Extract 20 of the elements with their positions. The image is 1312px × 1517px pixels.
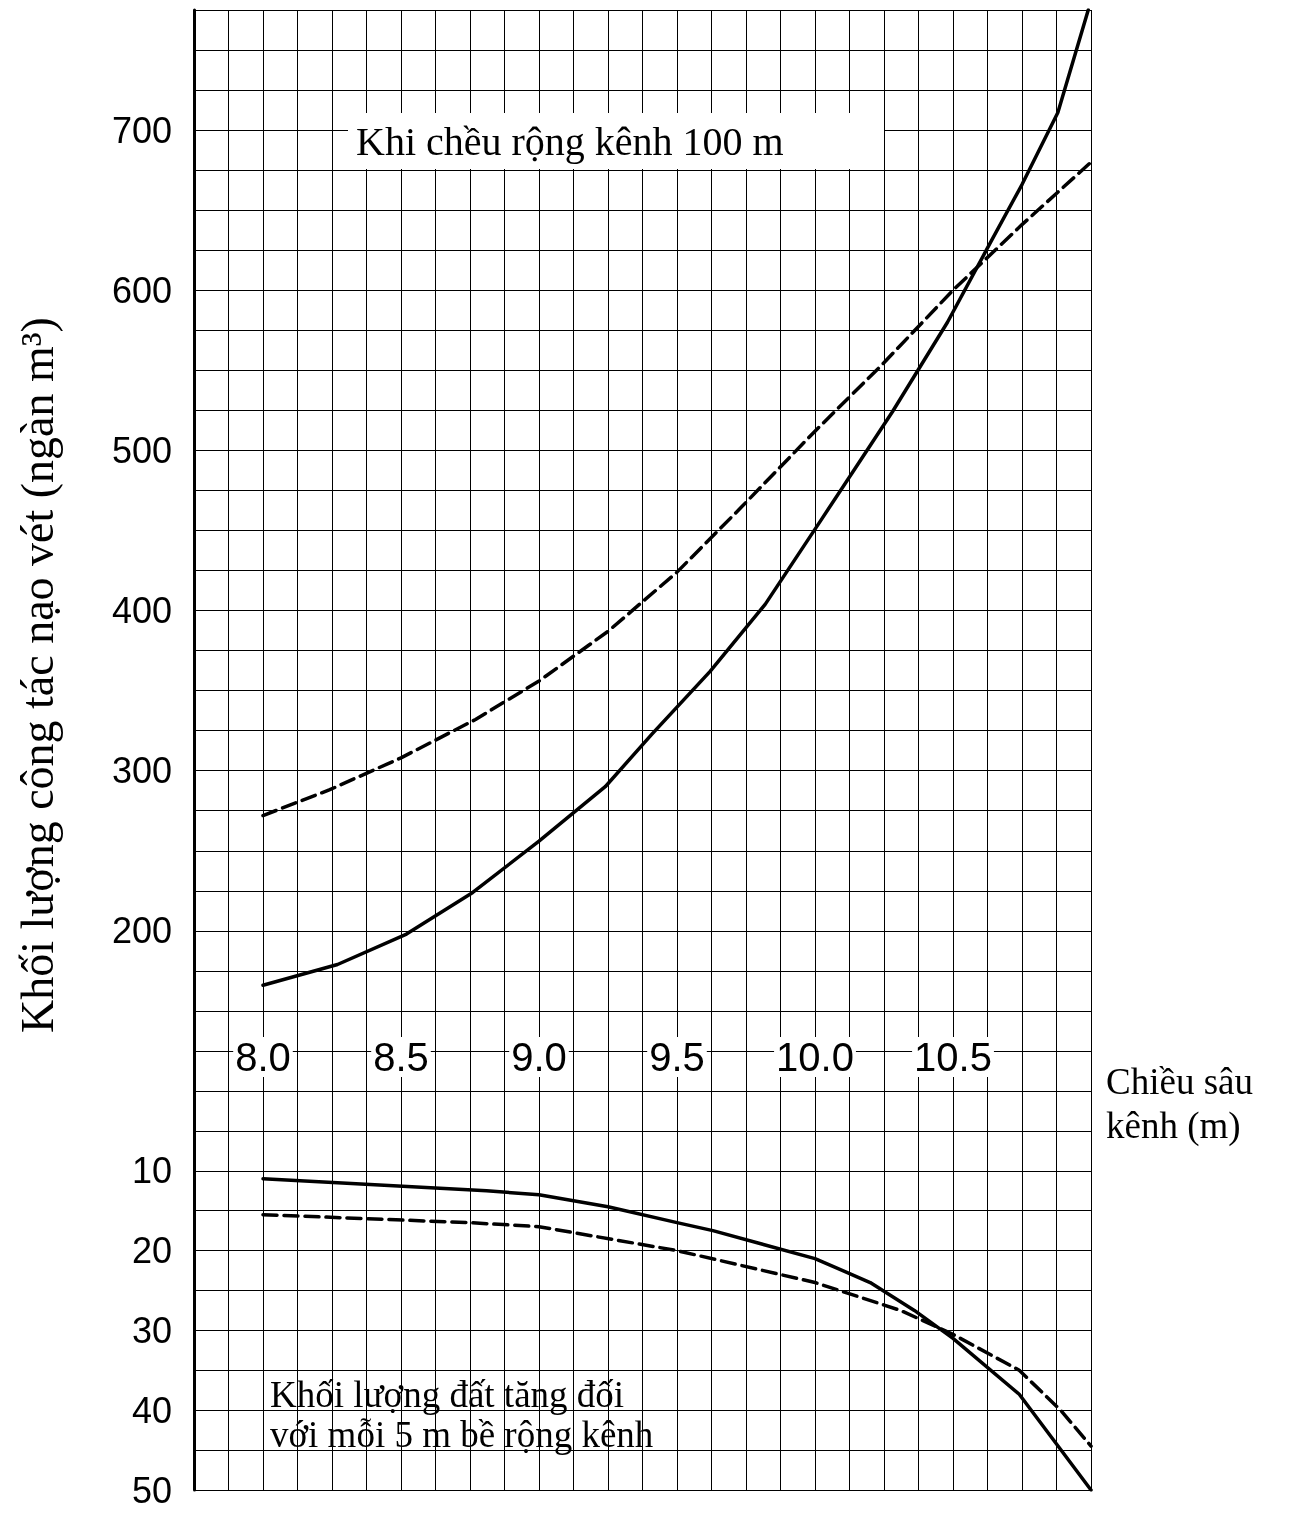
x-tick-label: 8.5 [373, 1035, 429, 1079]
x-tick-label: 9.5 [649, 1035, 705, 1079]
y-tick-label: 500 [111, 429, 172, 471]
x-tick-label: 9.0 [511, 1035, 567, 1079]
x-tick-label: 8.0 [235, 1035, 291, 1079]
y-tick-label: 300 [111, 750, 172, 792]
y-tick-label: 10 [131, 1150, 172, 1192]
x-axis-title: Chiều sâu kênh (m) [1106, 1060, 1263, 1147]
y-tick-label: 20 [131, 1230, 172, 1272]
y-tick-label: 600 [111, 269, 172, 311]
y-tick-label: 30 [131, 1309, 172, 1351]
y-tick-label: 40 [131, 1389, 172, 1431]
y-tick-label: 400 [111, 590, 172, 632]
x-tick-label: 10.5 [914, 1035, 992, 1079]
y-tick-label: 700 [111, 109, 172, 151]
x-tick-label: 10.0 [776, 1035, 854, 1079]
y-tick-label: 50 [131, 1469, 172, 1511]
y-tick-label: 200 [111, 910, 172, 952]
annotation: Khi chều rộng kênh 100 m [356, 118, 784, 164]
y-axis-title: Khối lượng công tác nạo vét (ngàn m³) [11, 316, 64, 1035]
